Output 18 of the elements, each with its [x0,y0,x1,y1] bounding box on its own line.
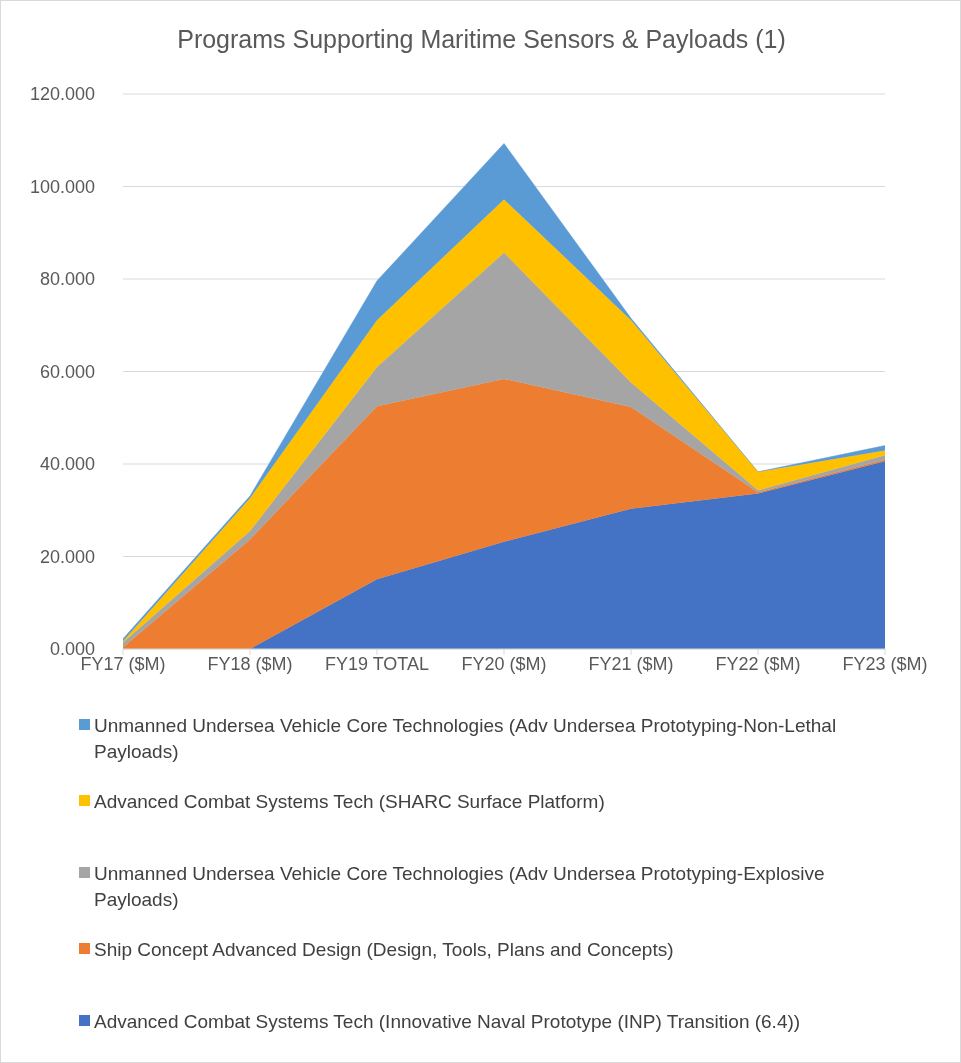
x-tick-label: FY22 ($M) [715,653,801,674]
y-tick-label: 40.000 [39,454,95,475]
legend-label: Advanced Combat Systems Tech (SHARC Surface Platform) [94,790,605,814]
legend-label: Ship Concept Advanced Design (Design, Tools, Plans and Concepts) [94,938,674,962]
x-tick-label: FY23 ($M) [842,653,928,674]
x-tick-label: FY21 ($M) [588,653,674,674]
x-tick-label: FY20 ($M) [461,653,547,674]
chart-title: Programs Supporting Maritime Sensors & Payloads (1) [176,25,787,54]
y-tick-label: 60.000 [39,361,95,382]
y-tick-label: 20.000 [39,546,95,567]
legend-label: Unmanned Undersea Vehicle Core Technologies (Adv Undersea Prototyping-Explosive Payloads) [94,862,826,912]
x-tick-label: FY19 TOTAL [324,653,430,674]
y-tick-label: 80.000 [39,269,95,290]
y-tick-label: 120.000 [29,84,95,105]
legend-label: Advanced Combat Systems Tech (Innovative Naval Prototype (INP) Transition (6.4)) [94,1010,801,1034]
y-tick-label: 100.000 [29,176,95,197]
x-tick-label: FY18 ($M) [207,653,293,674]
legend-label: Unmanned Undersea Vehicle Core Technologies (Adv Undersea Prototyping-Non-Lethal Payloads) [94,714,838,764]
